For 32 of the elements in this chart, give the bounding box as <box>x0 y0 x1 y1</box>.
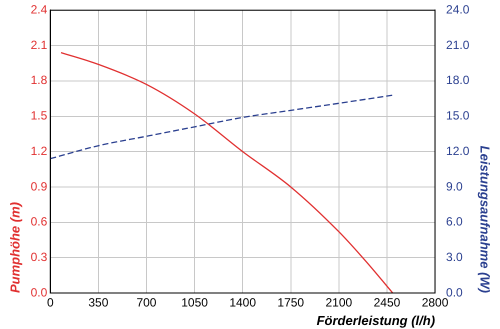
line-series <box>60 52 394 293</box>
y2-axis-title: Leistungsaufnahme (W) <box>478 146 493 293</box>
y2-tick-label: 24.0 <box>446 2 470 17</box>
x-tick-label: 1750 <box>277 296 304 310</box>
x-tick-label: 2100 <box>326 296 353 310</box>
y-axis-title: Pumphöhe (m) <box>7 202 22 293</box>
y-tick-label: 1.2 <box>30 144 48 158</box>
y2-tick-label: 9.0 <box>446 179 464 194</box>
x-tick-label: 2800 <box>422 296 449 310</box>
x-tick-label: 700 <box>136 296 157 310</box>
y-tick-label: 0.9 <box>30 179 48 194</box>
x-tick-label: 0 <box>46 296 54 310</box>
y2-tick-label: 6.0 <box>446 214 464 229</box>
y2-tick-label: 12.0 <box>446 144 470 158</box>
y-tick-label: 0.3 <box>30 250 48 264</box>
y2-tick-label: 21.0 <box>446 38 470 52</box>
y2-tick-label: 18.0 <box>446 73 470 88</box>
y-tick-label: 1.5 <box>30 108 48 123</box>
y2-tick-label: 3.0 <box>446 250 464 264</box>
y-tick-label: 2.1 <box>30 38 48 52</box>
x-tick-label: 1400 <box>229 296 256 310</box>
x-tick-label: 1050 <box>181 296 208 310</box>
x-tick-label: 2450 <box>374 296 401 310</box>
y-tick-label: 1.8 <box>30 73 48 88</box>
x-axis-title: Förderleistung (l/h) <box>316 312 436 328</box>
y2-tick-label: 15.0 <box>446 108 470 123</box>
y-tick-label: 0.0 <box>30 285 48 300</box>
y-tick-label: 0.6 <box>30 214 48 229</box>
line-series <box>50 94 394 160</box>
x-tick-label: 350 <box>88 296 109 310</box>
y-tick-label: 2.4 <box>30 2 48 17</box>
y2-tick-label: 0.0 <box>446 285 464 300</box>
